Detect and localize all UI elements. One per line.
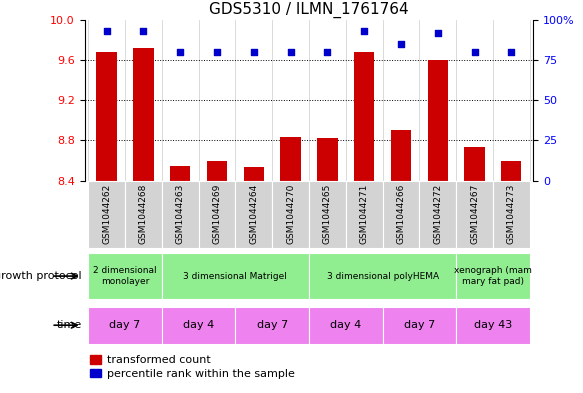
Bar [244, 167, 264, 181]
Point [433, 29, 442, 36]
Bar [465, 147, 484, 181]
FancyBboxPatch shape [88, 253, 162, 299]
FancyBboxPatch shape [162, 307, 236, 344]
Text: GSM1044264: GSM1044264 [250, 184, 258, 244]
FancyBboxPatch shape [382, 181, 419, 248]
Bar [170, 166, 190, 181]
Text: day 43: day 43 [474, 320, 512, 330]
FancyBboxPatch shape [309, 307, 382, 344]
Point [175, 49, 185, 55]
Bar [317, 138, 338, 181]
FancyBboxPatch shape [88, 181, 125, 248]
FancyBboxPatch shape [236, 181, 272, 248]
FancyBboxPatch shape [199, 181, 236, 248]
Point [360, 28, 369, 34]
FancyBboxPatch shape [309, 253, 456, 299]
FancyBboxPatch shape [456, 307, 530, 344]
FancyBboxPatch shape [309, 181, 346, 248]
Bar [501, 161, 521, 181]
Bar [428, 60, 448, 181]
Point [507, 49, 516, 55]
Point [249, 49, 258, 55]
FancyBboxPatch shape [88, 307, 162, 344]
FancyBboxPatch shape [419, 181, 456, 248]
Bar [97, 52, 117, 181]
Bar [280, 138, 301, 181]
Text: GSM1044270: GSM1044270 [286, 184, 295, 244]
Text: xenograph (mam
mary fat pad): xenograph (mam mary fat pad) [454, 266, 532, 286]
Text: day 4: day 4 [183, 320, 214, 330]
Text: GSM1044272: GSM1044272 [433, 184, 442, 244]
Point [212, 49, 222, 55]
Text: GSM1044265: GSM1044265 [323, 184, 332, 244]
Bar [134, 48, 153, 181]
FancyBboxPatch shape [162, 181, 199, 248]
FancyBboxPatch shape [236, 307, 309, 344]
Text: GSM1044263: GSM1044263 [175, 184, 185, 244]
Text: 3 dimensional polyHEMA: 3 dimensional polyHEMA [326, 272, 438, 281]
Text: GSM1044267: GSM1044267 [470, 184, 479, 244]
Bar [391, 130, 411, 181]
Point [470, 49, 479, 55]
Text: GSM1044262: GSM1044262 [102, 184, 111, 244]
Text: day 7: day 7 [257, 320, 288, 330]
Text: day 7: day 7 [404, 320, 435, 330]
Point [286, 49, 295, 55]
Text: GSM1044271: GSM1044271 [360, 184, 368, 244]
Bar [354, 52, 374, 181]
FancyBboxPatch shape [162, 253, 309, 299]
FancyBboxPatch shape [125, 181, 162, 248]
Point [102, 28, 111, 34]
FancyBboxPatch shape [382, 307, 456, 344]
FancyBboxPatch shape [346, 181, 382, 248]
FancyBboxPatch shape [456, 253, 530, 299]
Point [323, 49, 332, 55]
Text: growth protocol: growth protocol [0, 271, 82, 281]
Bar [207, 161, 227, 181]
Text: GSM1044269: GSM1044269 [212, 184, 222, 244]
Point [139, 28, 148, 34]
Title: GDS5310 / ILMN_1761764: GDS5310 / ILMN_1761764 [209, 2, 409, 18]
Text: time: time [57, 320, 82, 330]
Text: day 4: day 4 [330, 320, 361, 330]
FancyBboxPatch shape [493, 181, 530, 248]
Text: day 7: day 7 [110, 320, 141, 330]
Text: GSM1044268: GSM1044268 [139, 184, 148, 244]
Text: GSM1044266: GSM1044266 [396, 184, 406, 244]
Text: GSM1044273: GSM1044273 [507, 184, 516, 244]
FancyBboxPatch shape [456, 181, 493, 248]
Point [396, 41, 406, 47]
Text: 2 dimensional
monolayer: 2 dimensional monolayer [93, 266, 157, 286]
FancyBboxPatch shape [272, 181, 309, 248]
Legend: transformed count, percentile rank within the sample: transformed count, percentile rank withi… [90, 355, 294, 379]
Text: 3 dimensional Matrigel: 3 dimensional Matrigel [184, 272, 287, 281]
